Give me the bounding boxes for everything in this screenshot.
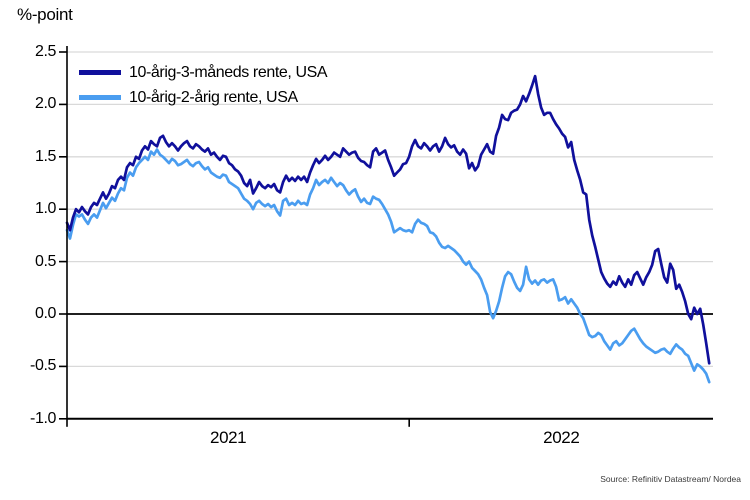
y-axis-unit-label: %-point xyxy=(17,5,73,24)
y-tick-label: -0.5 xyxy=(30,357,56,375)
legend-label-10y-2y: 10-årig-2-årig rente, USA xyxy=(129,88,298,106)
series-line xyxy=(65,148,711,384)
y-tick-label: 1.0 xyxy=(34,200,56,218)
x-tick-label: 2022 xyxy=(543,428,580,447)
legend-item-10y-3m: 10-årig-3-måneds rente, USA xyxy=(79,60,328,85)
y-tick-label: -1.0 xyxy=(30,409,56,427)
chart-legend: 10-årig-3-måneds rente, USA 10-årig-2-år… xyxy=(79,60,328,110)
legend-line-swatch-light xyxy=(79,95,121,100)
legend-label-10y-3m: 10-årig-3-måneds rente, USA xyxy=(129,63,328,81)
y-tick-label: 0.0 xyxy=(34,305,56,322)
legend-item-10y-2y: 10-årig-2-årig rente, USA xyxy=(79,85,327,110)
y-tick-label: 0.5 xyxy=(34,252,56,270)
series-line xyxy=(65,74,711,365)
x-tick-label: 2021 xyxy=(210,428,247,447)
y-tick-label: 2.0 xyxy=(34,95,56,113)
y-tick-label: 1.5 xyxy=(34,147,56,165)
y-tick-label: 2.5 xyxy=(34,43,56,60)
source-attribution: Source: Refinitiv Datastream/ Nordea xyxy=(600,474,741,484)
legend-line-swatch-dark xyxy=(79,70,121,75)
